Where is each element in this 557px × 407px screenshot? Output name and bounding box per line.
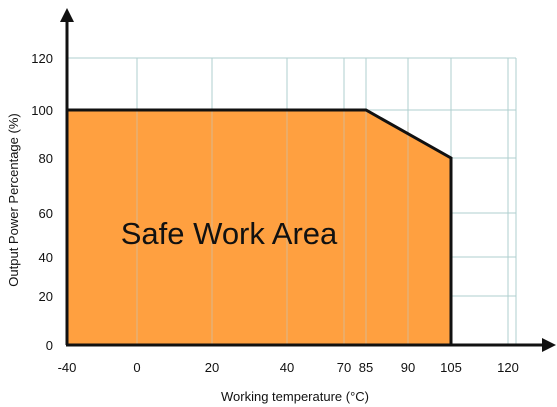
x-tick-label: 40 <box>280 360 294 375</box>
derating-curve-line <box>67 108 453 345</box>
y-tick-labels: 0 20 40 60 80 100 120 <box>31 51 53 353</box>
safe-work-area-label: Safe Work Area <box>121 216 338 251</box>
x-tick-label: 85 <box>359 360 373 375</box>
y-tick-label: 40 <box>39 250 53 265</box>
y-tick-label: 20 <box>39 289 53 304</box>
y-tick-label: 80 <box>39 151 53 166</box>
x-tick-label: 105 <box>440 360 462 375</box>
x-tick-label: 90 <box>401 360 415 375</box>
safe-work-area-fill <box>67 110 451 345</box>
axes <box>60 8 556 352</box>
y-tick-label: 60 <box>39 206 53 221</box>
y-tick-label: 100 <box>31 103 53 118</box>
x-tick-labels: -40 0 20 40 70 85 90 105 120 <box>58 360 519 375</box>
y-axis-title: Output Power Percentage (%) <box>6 113 21 286</box>
x-axis-arrow <box>542 338 556 352</box>
y-tick-label: 120 <box>31 51 53 66</box>
x-tick-label: 0 <box>133 360 140 375</box>
x-tick-label: -40 <box>58 360 77 375</box>
x-tick-label: 70 <box>337 360 351 375</box>
x-tick-label: 20 <box>205 360 219 375</box>
y-axis-arrow <box>60 8 74 22</box>
x-tick-label: 120 <box>497 360 519 375</box>
x-axis-title: Working temperature (°C) <box>221 389 369 404</box>
y-tick-label: 0 <box>46 338 53 353</box>
